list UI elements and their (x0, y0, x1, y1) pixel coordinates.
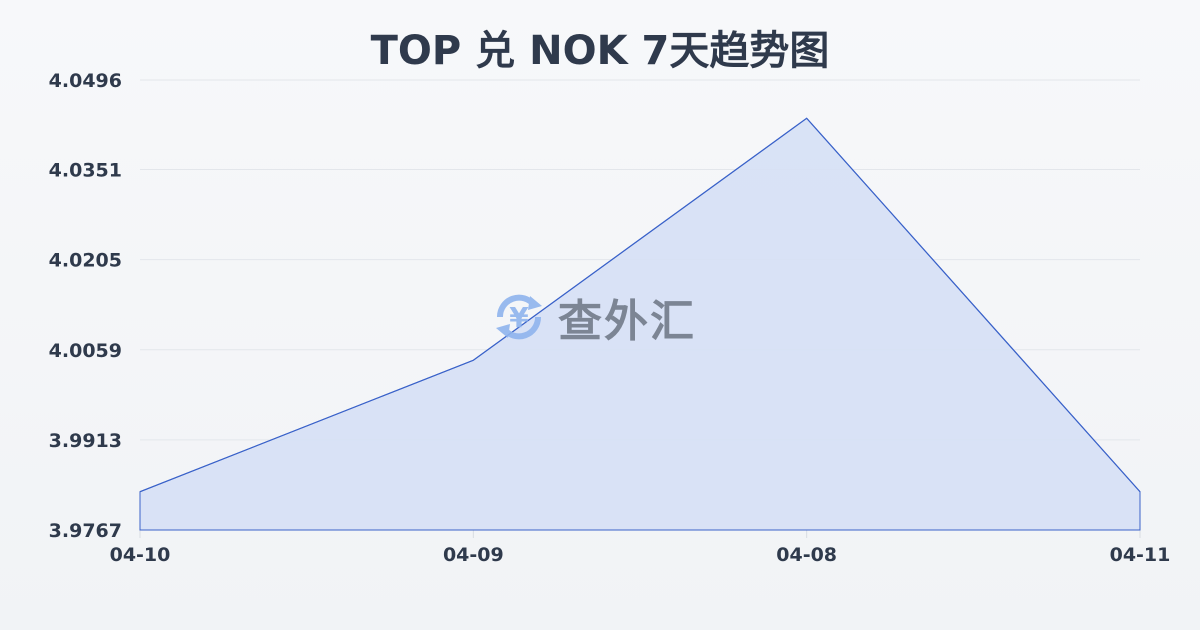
y-tick-label: 4.0059 (49, 340, 122, 362)
watermark: ¥ 查外汇 (488, 285, 696, 349)
watermark-text: 查外汇 (558, 296, 696, 347)
y-tick-label: 4.0205 (49, 250, 122, 272)
y-tick-label: 3.9913 (49, 430, 122, 452)
svg-text:¥: ¥ (509, 301, 529, 334)
x-tick-label: 04-08 (776, 544, 837, 566)
series-line (139, 117, 1141, 493)
chart-title: TOP 兑 NOK 7天趋势图 (370, 28, 830, 74)
x-tick-label: 04-11 (1110, 544, 1171, 566)
y-tick-label: 4.0351 (49, 160, 122, 182)
x-tick-label: 04-10 (110, 544, 171, 566)
x-tick-label: 04-09 (443, 544, 504, 566)
yen-exchange-icon: ¥ (496, 294, 542, 340)
y-tick-label: 4.0496 (49, 70, 122, 92)
y-tick-label: 3.9767 (49, 520, 122, 542)
